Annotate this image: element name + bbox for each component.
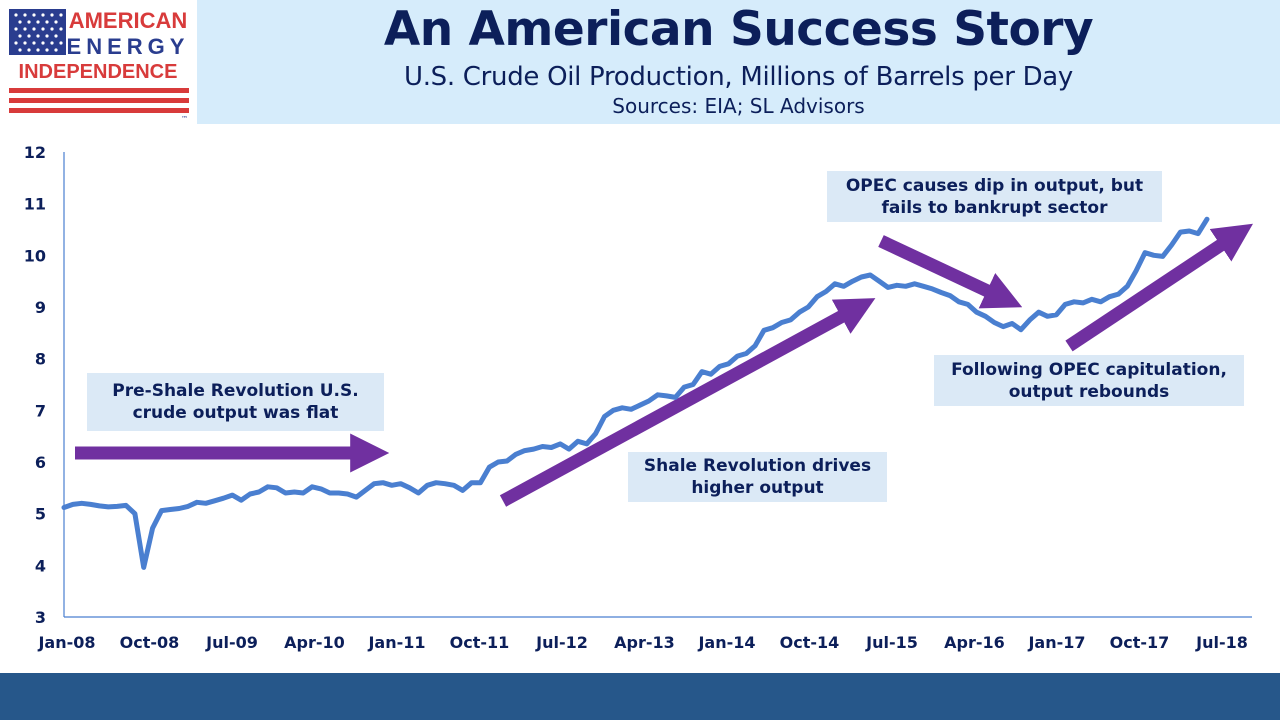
page-title: An American Success Story [383,2,1094,57]
x-tick-label: Jan-17 [1027,633,1085,652]
y-tick-label: 3 [35,608,46,627]
chart-sources: Sources: EIA; SL Advisors [612,94,865,118]
annotation-pre-shale: Pre-Shale Revolution U.S. crude output w… [87,373,384,431]
opec-dip-arrow [878,235,1023,309]
footer-bar [0,673,1280,720]
crude-production-chart: 3 4 5 6 7 8 9 10 11 12 Jan-08 Oct-08 Jul-09 Apr-10 Jan… [24,143,1253,652]
y-tick-label: 12 [24,143,46,162]
x-tick-label: Oct-17 [1110,633,1170,652]
x-tick-label: Jan-11 [367,633,425,652]
shale-growth-arrow [499,298,876,507]
x-tick-label: Jan-14 [697,633,755,652]
x-tick-label: Oct-08 [120,633,180,652]
rebound-arrow [1065,223,1253,352]
y-tick-label: 6 [35,453,46,472]
y-tick-label: 9 [35,298,46,317]
chart-area: 3 4 5 6 7 8 9 10 11 12 Jan-08 Oct-08 Jul-09 Apr-10 Jan… [0,124,1280,672]
annotation-opec-dip: OPEC causes dip in output, but fails to … [827,171,1162,222]
annotation-rebound: Following OPEC capitulation, output rebo… [934,355,1244,406]
y-tick-label: 11 [24,195,46,214]
y-tick-label: 8 [35,350,46,369]
y-tick-label: 4 [35,556,46,575]
annotation-shale: Shale Revolution drives higher output [628,452,887,502]
header-banner: An American Success Story U.S. Crude Oil… [197,0,1280,124]
x-tick-label: Jul-12 [535,633,588,652]
x-tick-label: Jul-15 [865,633,918,652]
logo-line2: ENERGY [67,34,190,59]
american-energy-independence-logo: AMERICAN ENERGY INDEPENDENCE ™ [9,8,190,123]
logo: AMERICAN ENERGY INDEPENDENCE ™ [0,0,196,124]
y-tick-label: 5 [35,505,46,524]
logo-trademark: ™ [181,115,188,123]
x-tick-label: Apr-13 [614,633,675,652]
x-tick-label: Jul-18 [1195,633,1248,652]
logo-line3: INDEPENDENCE [19,61,178,83]
x-tick-label: Jul-09 [205,633,258,652]
x-tick-label: Apr-10 [284,633,345,652]
x-tick-label: Apr-16 [944,633,1005,652]
logo-line1: AMERICAN [69,8,188,33]
x-tick-label: Oct-11 [450,633,510,652]
x-tick-label: Jan-08 [37,633,95,652]
production-series-line [61,216,1210,570]
chart-subtitle: U.S. Crude Oil Production, Millions of B… [403,62,1074,92]
y-tick-label: 7 [35,401,46,420]
x-tick-label: Oct-14 [780,633,840,652]
y-tick-label: 10 [24,246,46,265]
